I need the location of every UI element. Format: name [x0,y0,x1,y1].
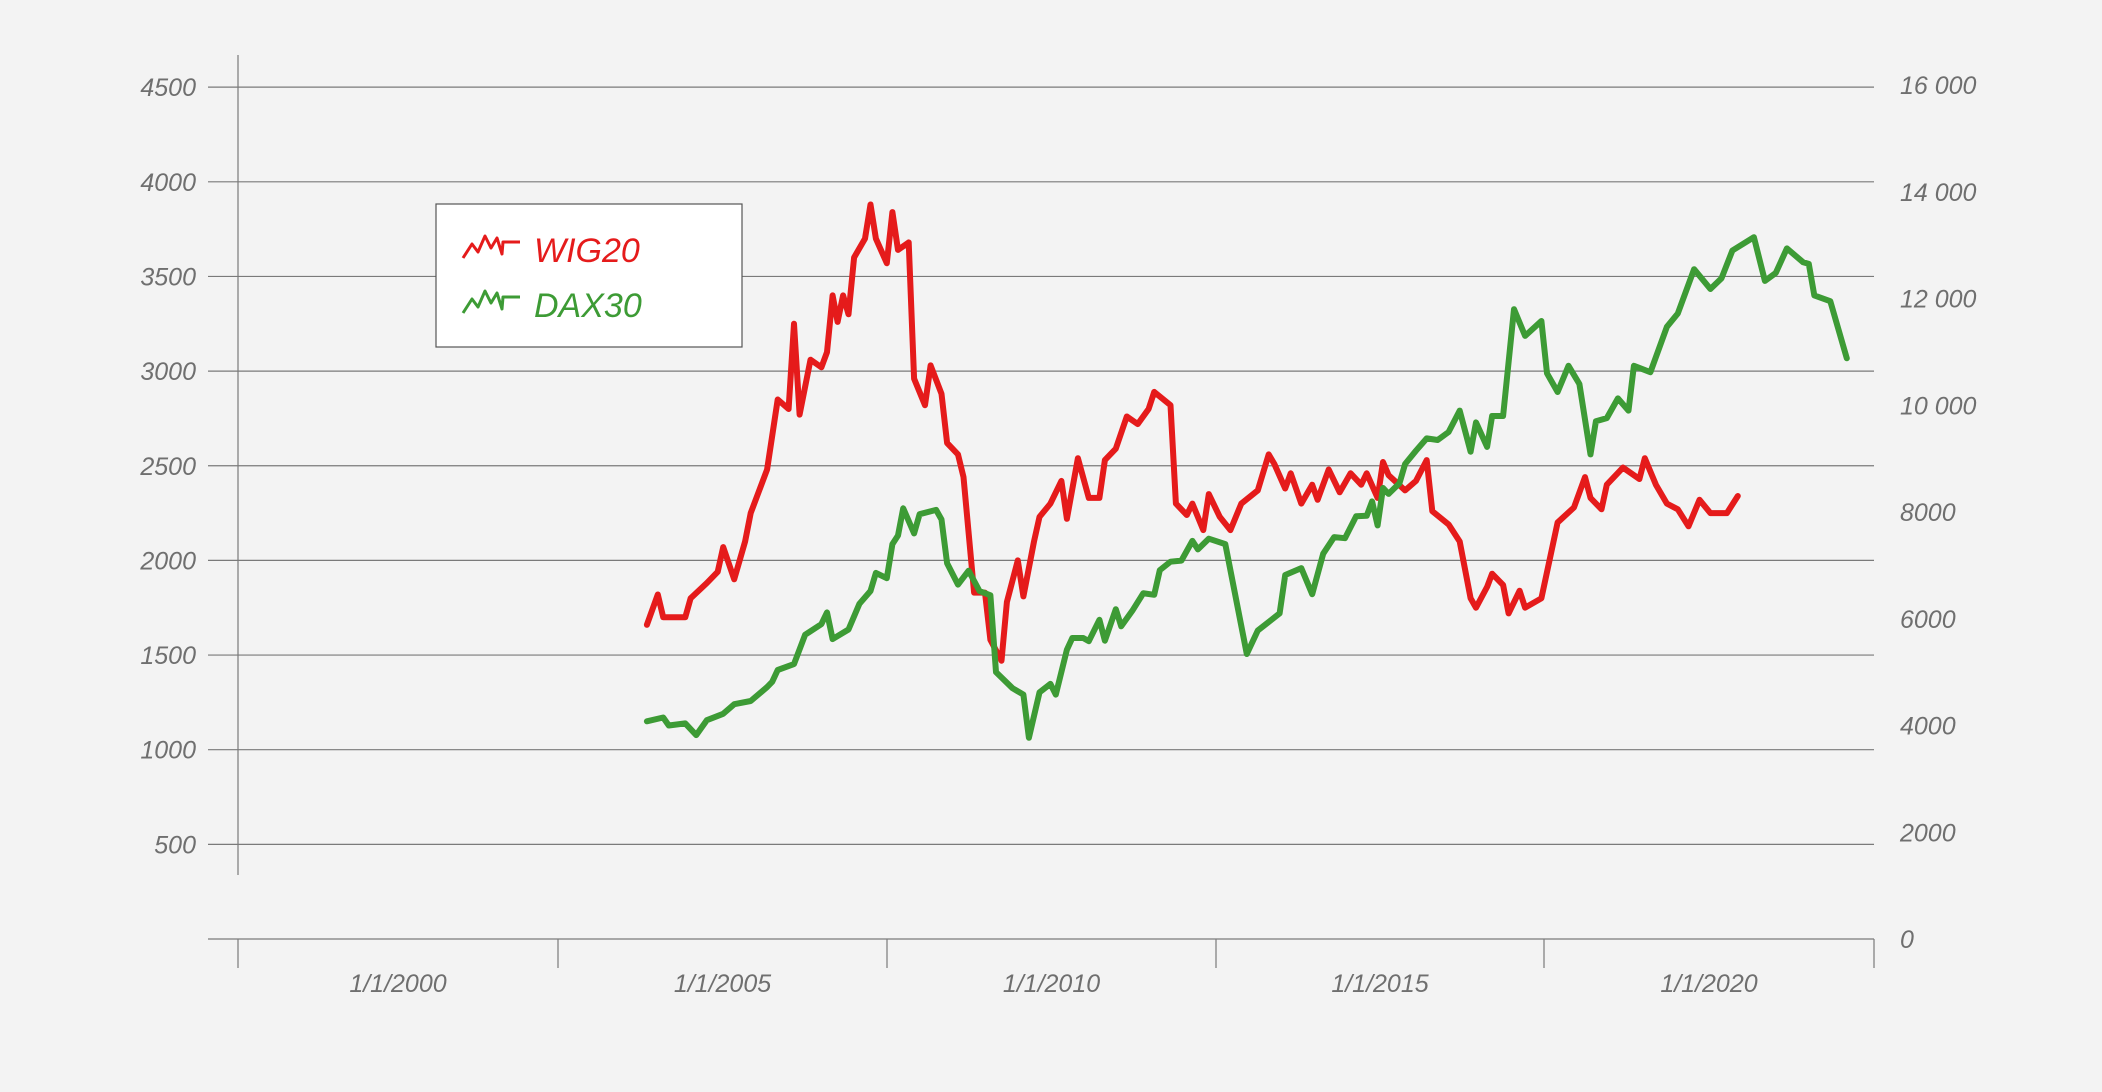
y-right-tick-label: 4000 [1900,713,1956,741]
y-right-tick-label: 14 000 [1900,179,1977,207]
y-right-tick-label: 2000 [1899,819,1956,847]
y-right-tick-label: 12 000 [1900,286,1977,314]
legend-label-dax30: DAX30 [534,287,642,325]
x-tick-label: 1/1/2005 [674,970,771,998]
legend-swatch-dax30 [461,289,520,314]
y-right-tick-label: 16 000 [1900,72,1977,100]
y-right-tick-label: 0 [1900,926,1914,954]
y-left-tick-label: 2000 [139,547,196,575]
legend-label-wig20: WIG20 [534,232,640,270]
x-tick-label: 1/1/2020 [1660,970,1757,998]
axes: 500 1000 1500 2000 2500 3000 3500 4000 4500 0 2000… [139,55,1977,998]
series-lines [643,201,1850,741]
y-left-tick-label: 4000 [140,169,196,197]
y-left-tick-label: 1000 [140,737,196,765]
y-left-tick-label: 2500 [139,453,196,481]
legend: WIG20 DAX30 [435,203,743,348]
y-left-tick-label: 500 [154,831,196,859]
y-right-tick-label: 6000 [1900,606,1956,634]
y-right-tick-label: 10 000 [1900,392,1977,420]
y-left-tick-label: 3000 [140,358,196,386]
y-right-tick-label: 8000 [1900,499,1956,527]
legend-swatch-wig20 [461,234,520,259]
series-line-dax30 [643,234,1850,741]
x-tick-label: 1/1/2015 [1331,970,1428,998]
y-left-tick-label: 4500 [140,74,196,102]
x-tick-label: 1/1/2010 [1003,970,1100,998]
y-left-tick-label: 3500 [140,263,196,291]
y-left-tick-label: 1500 [140,642,196,670]
x-tick-label: 1/1/2000 [349,970,446,998]
series-line-wig20 [643,201,1741,664]
legend-box [435,203,743,348]
